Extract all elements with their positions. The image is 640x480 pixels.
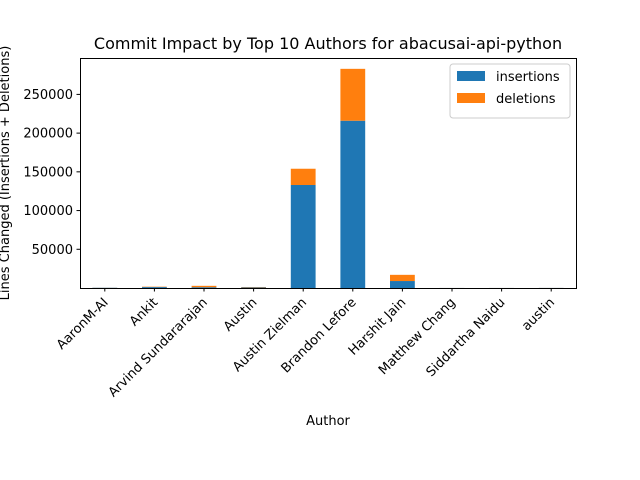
- legend-swatch-deletions: [457, 93, 485, 103]
- y-axis-ticks: 50000 100000 150000 200000 250000: [23, 88, 80, 258]
- y-tick-label-3: 200000: [23, 127, 73, 142]
- x-axis-label: Author: [306, 414, 350, 429]
- chart-title: Commit Impact by Top 10 Authors for abac…: [94, 34, 562, 53]
- legend-label-deletions: deletions: [496, 92, 556, 107]
- y-axis-label: Lines Changed (Insertions + Deletions): [0, 46, 13, 301]
- bar-deletions-6: [390, 274, 415, 282]
- bar-deletions-5: [340, 68, 366, 121]
- x-tick-label-2: Arvind Sundararajan: [106, 295, 211, 400]
- x-tick-label-9: austin: [519, 295, 558, 334]
- x-tick-label-1: Ankit: [127, 295, 161, 329]
- bar-insertions-2: [191, 287, 217, 288]
- bar-insertions-3: [241, 287, 266, 288]
- legend-label-insertions: insertions: [496, 70, 560, 85]
- legend: insertions deletions: [449, 63, 571, 119]
- bar-deletions-4: [290, 168, 316, 186]
- x-tick-label-0: AaronM-AI: [54, 295, 112, 353]
- y-tick-label-0: 50000: [32, 243, 73, 258]
- bar-insertions-4: [290, 185, 316, 288]
- bar-insertions-6: [390, 281, 415, 288]
- bar-deletions-2: [191, 285, 217, 288]
- y-tick-label-2: 150000: [23, 165, 73, 180]
- y-tick-label-4: 250000: [23, 88, 73, 103]
- y-tick-label-1: 100000: [23, 204, 73, 219]
- legend-swatch-insertions: [457, 71, 485, 81]
- bar-insertions-5: [340, 120, 366, 289]
- bar-insertions-1: [142, 287, 167, 288]
- bars-group: [92, 68, 564, 289]
- x-tick-label-3: Austin: [221, 295, 260, 334]
- plot-frame: [80, 58, 577, 289]
